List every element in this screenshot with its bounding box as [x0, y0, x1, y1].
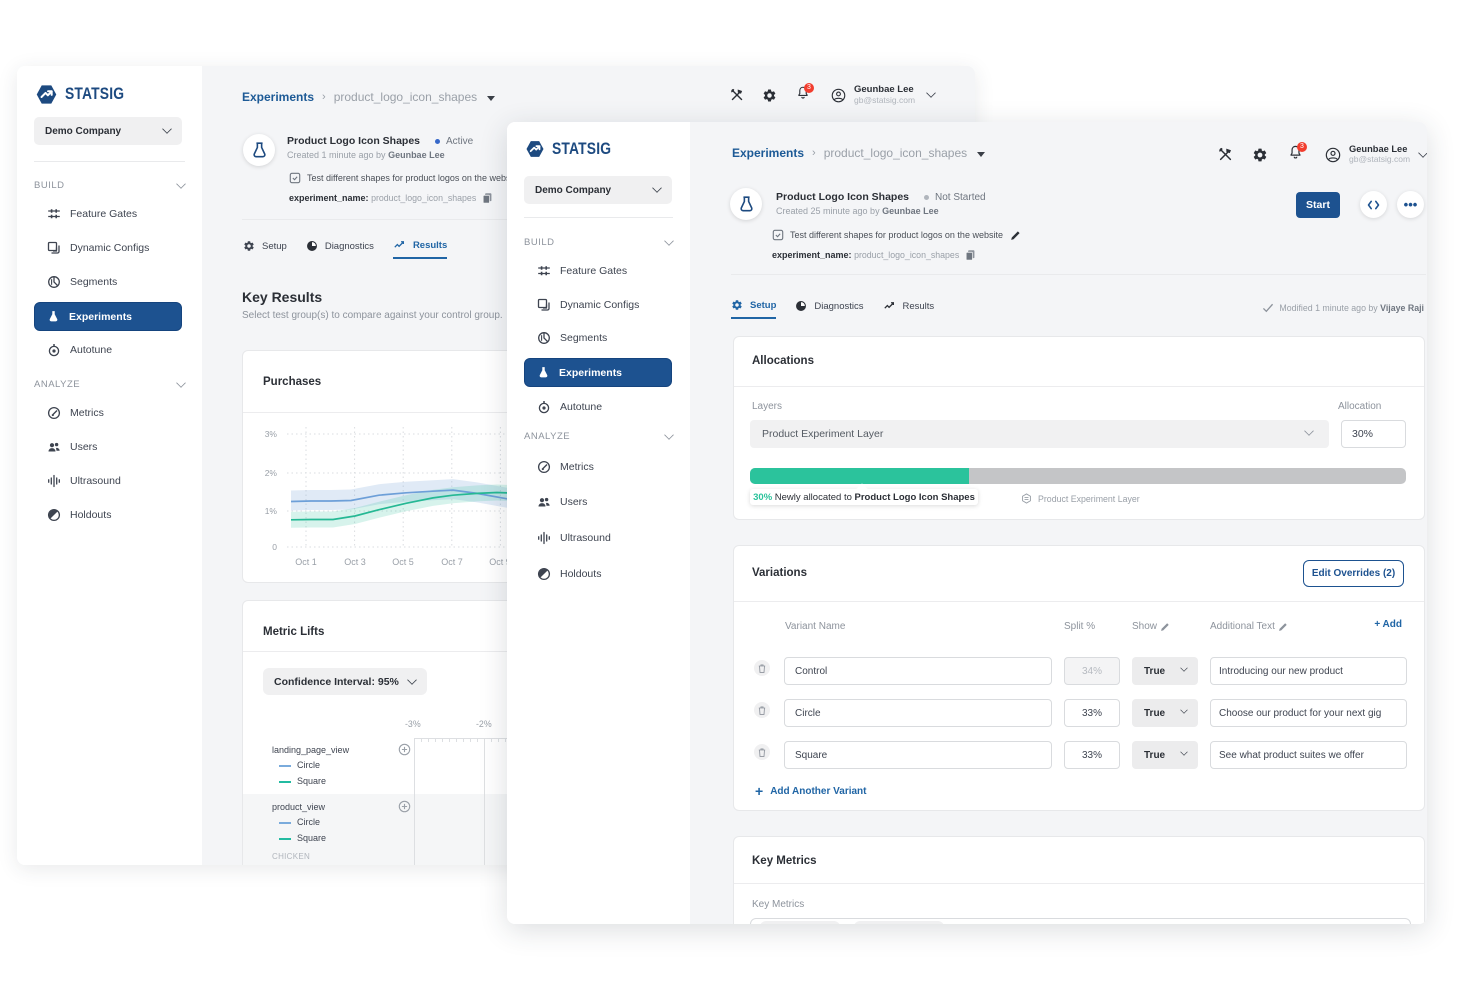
svg-text:3%: 3%	[265, 429, 278, 439]
svg-text:Oct 9: Oct 9	[489, 557, 511, 567]
svg-text:Oct 7: Oct 7	[441, 557, 463, 567]
svg-text:Oct 5: Oct 5	[392, 557, 414, 567]
svg-text:2%: 2%	[265, 468, 278, 478]
svg-text:Oct 1: Oct 1	[295, 557, 317, 567]
svg-text:1%: 1%	[265, 506, 278, 516]
svg-text:Oct 3: Oct 3	[344, 557, 366, 567]
svg-text:0: 0	[272, 542, 277, 552]
